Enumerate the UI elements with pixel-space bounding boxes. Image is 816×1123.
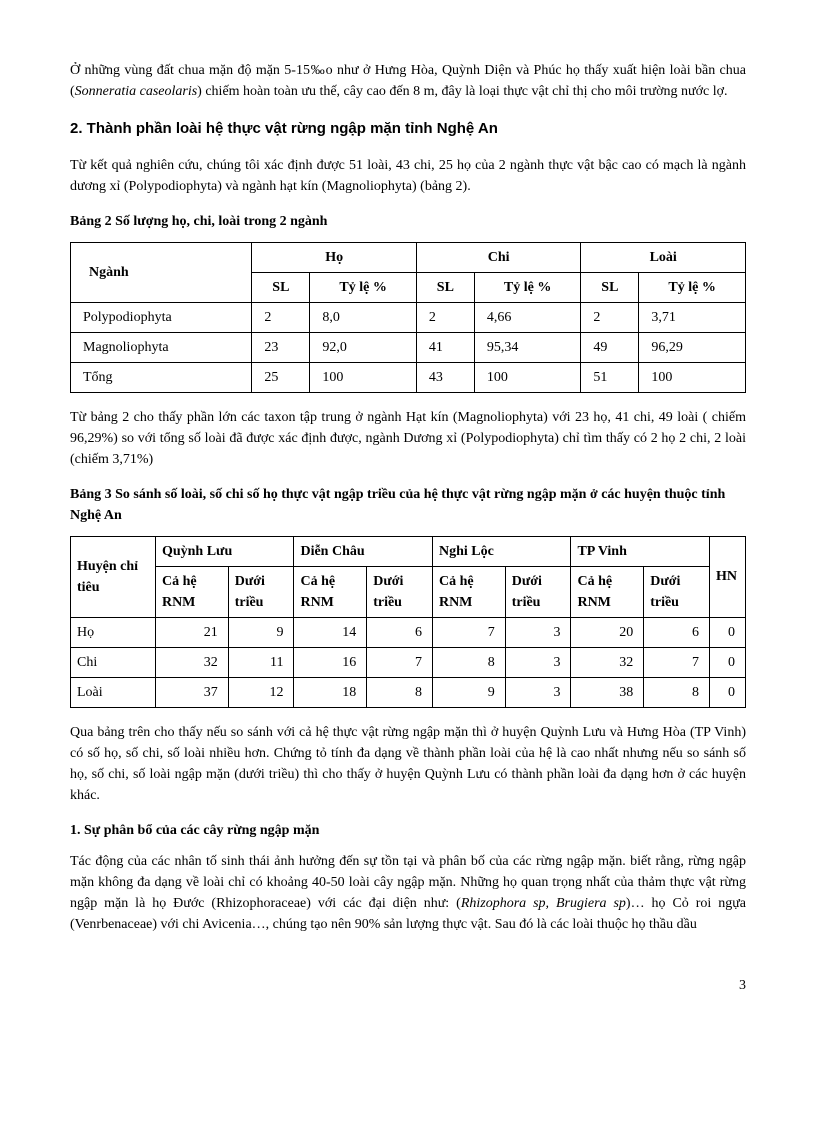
cell: 32 [155,647,228,677]
paragraph-2: Từ kết quả nghiên cứu, chúng tôi xác địn… [70,155,746,197]
cell: 14 [294,617,367,647]
table-row: Magnoliophyta 23 92,0 41 95,34 49 96,29 [71,332,746,362]
col-tyle: Tỷ lệ % [474,272,581,302]
cell: 6 [367,617,433,647]
section-heading-2: 2. Thành phần loài hệ thực vật rừng ngập… [70,118,746,141]
table-3: Huyện chỉ tiêu Quỳnh Lưu Diễn Châu Nghi … [70,536,746,708]
cell: 2 [416,302,474,332]
col-cahe: Cả hệ RNM [432,566,505,617]
col-duoi: Dưới triều [505,566,571,617]
col-sl: SL [416,272,474,302]
col-tpvinh: TP Vinh [571,536,710,566]
cell: 23 [252,332,310,362]
cell: 8 [367,677,433,707]
cell: 7 [367,647,433,677]
cell: 51 [581,362,639,392]
cell: 7 [432,617,505,647]
cell: 3 [505,647,571,677]
col-hn: HN [709,536,745,617]
table-row: Họ 21 9 14 6 7 3 20 6 0 [71,617,746,647]
cell: 92,0 [310,332,417,362]
species-name: Sonneratia caseolaris [75,84,198,99]
cell: 2 [252,302,310,332]
table-row: Tổng 25 100 43 100 51 100 [71,362,746,392]
col-ho: Họ [252,242,417,272]
cell: 18 [294,677,367,707]
cell: 100 [310,362,417,392]
cell: Họ [71,617,156,647]
cell: 43 [416,362,474,392]
col-sl: SL [581,272,639,302]
cell: 3 [505,617,571,647]
cell: 0 [709,677,745,707]
cell: Tổng [71,362,252,392]
paragraph-5: Tác động của các nhân tố sinh thái ảnh h… [70,851,746,935]
text: ) chiếm hoàn toàn ưu thế, cây cao đến 8 … [197,84,727,99]
cell: 8 [644,677,710,707]
col-duoi: Dưới triều [644,566,710,617]
col-chi: Chi [416,242,581,272]
cell: 0 [709,647,745,677]
cell: 0 [709,617,745,647]
table-row: Chi 32 11 16 7 8 3 32 7 0 [71,647,746,677]
col-tyle: Tỷ lệ % [310,272,417,302]
paragraph-3: Từ bảng 2 cho thấy phần lớn các taxon tậ… [70,407,746,470]
paragraph-1: Ở những vùng đất chua mặn độ mặn 5-15‰o … [70,60,746,102]
col-dienchau: Diễn Châu [294,536,433,566]
table2-title: Bảng 2 Số lượng họ, chi, loài trong 2 ng… [70,211,746,232]
species-name: Rhizophora sp, Brugiera sp [461,896,626,911]
cell: 3,71 [639,302,746,332]
cell: 9 [432,677,505,707]
cell: 32 [571,647,644,677]
cell: Polypodiophyta [71,302,252,332]
cell: 100 [474,362,581,392]
table-row: Polypodiophyta 2 8,0 2 4,66 2 3,71 [71,302,746,332]
cell: Magnoliophyta [71,332,252,362]
cell: 100 [639,362,746,392]
col-tyle: Tỷ lệ % [639,272,746,302]
page-number: 3 [70,975,746,996]
cell: 38 [571,677,644,707]
col-cahe: Cả hệ RNM [571,566,644,617]
cell: 16 [294,647,367,677]
col-huyen: Huyện chỉ tiêu [71,536,156,617]
cell: 6 [644,617,710,647]
subheading-1: 1. Sự phân bổ của các cây rừng ngập mặn [70,820,746,841]
col-duoi: Dưới triều [367,566,433,617]
cell: 37 [155,677,228,707]
col-cahe: Cả hệ RNM [294,566,367,617]
cell: 8,0 [310,302,417,332]
cell: 11 [228,647,294,677]
col-nganh: Ngành [71,242,252,302]
cell: 9 [228,617,294,647]
cell: 2 [581,302,639,332]
cell: 12 [228,677,294,707]
cell: 7 [644,647,710,677]
col-nghiloc: Nghi Lộc [432,536,571,566]
table-2: Ngành Họ Chi Loài SL Tỷ lệ % SL Tỷ lệ % … [70,242,746,393]
cell: Loài [71,677,156,707]
cell: 20 [571,617,644,647]
cell: 96,29 [639,332,746,362]
cell: 4,66 [474,302,581,332]
cell: 41 [416,332,474,362]
cell: 49 [581,332,639,362]
table-row: Loài 37 12 18 8 9 3 38 8 0 [71,677,746,707]
cell: Chi [71,647,156,677]
col-sl: SL [252,272,310,302]
col-quynhluu: Quỳnh Lưu [155,536,294,566]
col-cahe: Cả hệ RNM [155,566,228,617]
paragraph-4: Qua bảng trên cho thấy nếu so sánh với c… [70,722,746,806]
cell: 25 [252,362,310,392]
cell: 8 [432,647,505,677]
cell: 21 [155,617,228,647]
col-loai: Loài [581,242,746,272]
cell: 95,34 [474,332,581,362]
col-duoi: Dưới triều [228,566,294,617]
table3-title: Bảng 3 So sánh số loài, số chi số họ thự… [70,484,746,526]
cell: 3 [505,677,571,707]
